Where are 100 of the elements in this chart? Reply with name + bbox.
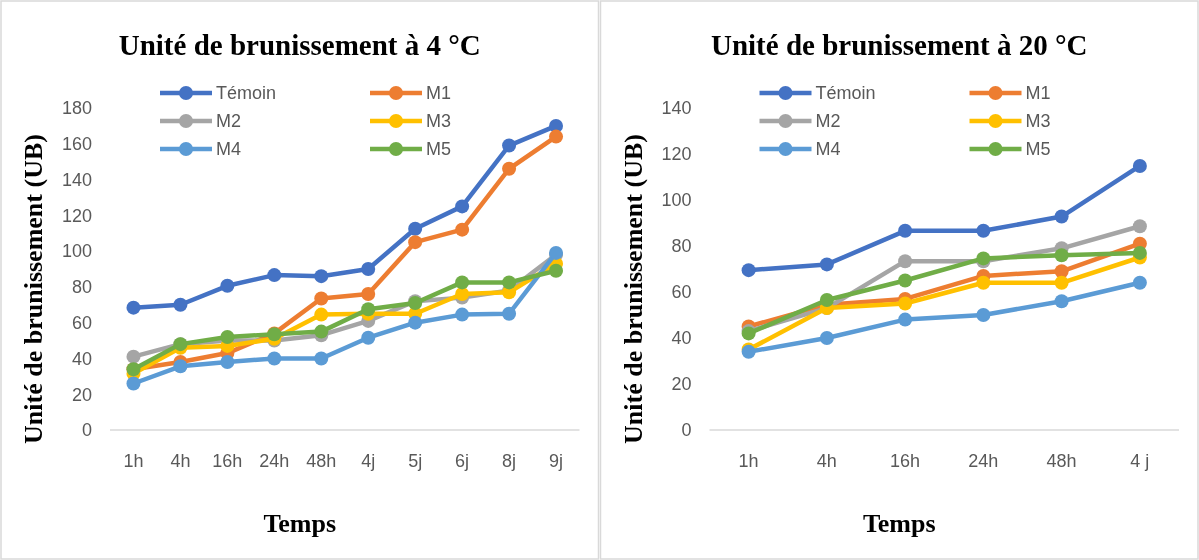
x-tick-label: 24h (259, 451, 290, 471)
legend-label: M5 (426, 139, 452, 160)
y-tick-label: 60 (671, 282, 692, 303)
y-tick-label: 100 (661, 190, 692, 211)
x-tick-label: 8j (502, 451, 517, 471)
x-axis-title: Temps (263, 509, 337, 538)
y-tick-label: 160 (61, 134, 92, 155)
x-tick-label: 1h (738, 451, 759, 471)
point (173, 359, 188, 374)
point (314, 269, 329, 284)
y-tick-label: 120 (661, 144, 692, 165)
point (408, 315, 423, 330)
legend-label: M2 (815, 111, 841, 132)
y-tick-label: 0 (681, 420, 692, 441)
x-tick-label: 24h (968, 451, 999, 471)
y-tick-label: 20 (71, 384, 92, 405)
chart-title: Unité de brunissement à 4 °C (118, 29, 481, 61)
point (898, 223, 913, 238)
point (502, 306, 517, 321)
point (549, 129, 564, 144)
point (314, 351, 329, 366)
legend-label: M2 (216, 111, 242, 132)
y-tick-label: 100 (61, 241, 92, 262)
y-tick-label: 40 (71, 348, 92, 369)
point (314, 291, 329, 306)
point (314, 307, 329, 322)
x-tick-label: 6j (455, 451, 470, 471)
point (361, 287, 376, 302)
point (1132, 158, 1147, 173)
point (173, 297, 188, 312)
point (220, 278, 235, 293)
y-tick-label: 20 (671, 374, 692, 395)
point (408, 221, 423, 236)
point (361, 330, 376, 345)
y-tick-label: 0 (81, 420, 92, 441)
y-tick-label: 120 (61, 205, 92, 226)
point (220, 329, 235, 344)
legend-label: Témoin (815, 83, 876, 104)
point (976, 223, 991, 238)
point (361, 302, 376, 317)
x-axis-title: Temps (862, 509, 936, 538)
point (220, 355, 235, 370)
point (361, 262, 376, 276)
point (898, 296, 913, 311)
y-tick-label: 140 (61, 169, 92, 190)
y-tick-label: 80 (671, 236, 692, 257)
legend-label: M3 (1025, 111, 1051, 132)
point (898, 254, 913, 269)
y-axis-title: Unité de brunissement (UB) (618, 134, 648, 444)
y-tick-label: 60 (71, 312, 92, 333)
x-tick-label: 4h (816, 451, 837, 471)
point (126, 300, 141, 315)
legend-label: M1 (426, 83, 452, 104)
legend-label: M1 (1025, 83, 1051, 104)
point (1054, 294, 1069, 309)
point (126, 376, 141, 391)
x-tick-label: 5j (408, 451, 423, 471)
point (502, 138, 517, 153)
point (314, 324, 329, 339)
point (502, 161, 517, 176)
y-axis-title: Unité de brunissement (UB) (19, 134, 48, 444)
chart-title: Unité de brunissement à 20 °C (710, 29, 1088, 61)
point (455, 275, 470, 290)
x-tick-label: 4j (361, 451, 376, 471)
legend-label: M4 (815, 139, 841, 160)
point (819, 257, 834, 272)
point (408, 235, 423, 250)
point (126, 349, 141, 364)
legend-label: M3 (426, 111, 452, 132)
x-tick-label: 4 j (1130, 451, 1150, 471)
x-tick-label: 48h (306, 451, 337, 471)
y-tick-label: 80 (71, 277, 92, 298)
point (549, 263, 564, 278)
y-tick-label: 140 (661, 98, 692, 119)
point (898, 312, 913, 327)
y-tick-label: 180 (61, 98, 92, 119)
x-tick-label: 4h (170, 451, 191, 471)
x-tick-label: 16h (890, 451, 921, 471)
point (976, 308, 991, 322)
point (502, 275, 517, 290)
legend-label: M5 (1025, 139, 1051, 160)
point (455, 307, 470, 322)
point (267, 268, 282, 283)
point (819, 331, 834, 345)
x-tick-label: 9j (549, 451, 564, 471)
point (455, 199, 470, 214)
point (1054, 209, 1069, 224)
point (819, 293, 834, 308)
point (267, 351, 282, 366)
point (976, 275, 991, 290)
point (1132, 275, 1147, 290)
point (1054, 275, 1069, 290)
y-tick-label: 40 (671, 328, 692, 349)
point (1132, 219, 1147, 234)
point (741, 263, 756, 278)
point (898, 273, 913, 288)
point (1054, 248, 1069, 263)
x-tick-label: 1h (123, 451, 144, 471)
point (455, 222, 470, 237)
point (1132, 245, 1147, 260)
